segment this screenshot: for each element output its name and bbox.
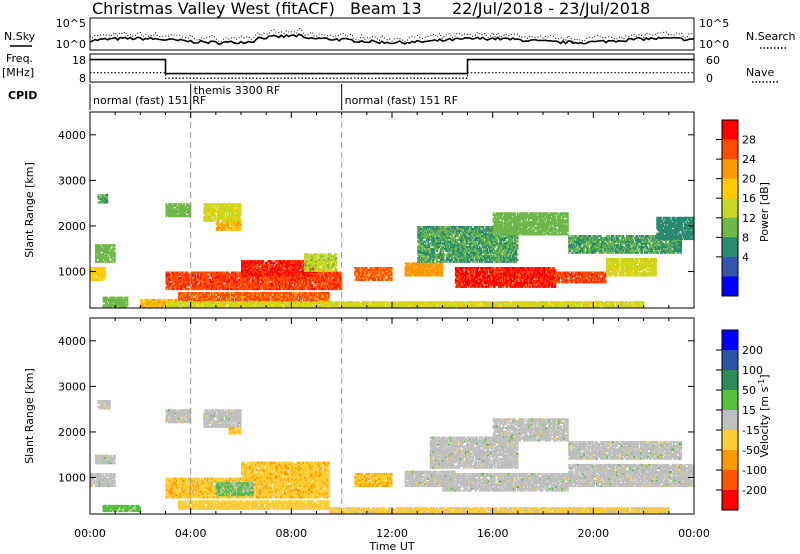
freq-right-tick-high: 60 <box>706 54 720 67</box>
data-cell <box>212 220 214 222</box>
data-cell <box>223 272 225 274</box>
nsky-label: N.Sky <box>4 30 36 43</box>
freq-left-tick-low: 8 <box>79 72 86 85</box>
data-cell <box>183 203 185 205</box>
cpid-mode-label: normal (fast) 151 RF <box>345 94 458 107</box>
data-cell <box>194 273 196 275</box>
data-cell <box>176 203 178 205</box>
data-cell <box>335 257 337 259</box>
data-cell <box>106 196 108 198</box>
data-cell <box>236 272 238 274</box>
data-cell <box>630 301 632 303</box>
data-cell <box>240 211 242 213</box>
data-cell <box>262 260 264 262</box>
nsearch-label: N.Search <box>746 30 796 43</box>
data-cell <box>240 227 242 229</box>
data-cell <box>210 279 212 281</box>
data-cell <box>642 301 644 303</box>
freq-series <box>90 60 694 74</box>
cpid-label: CPID <box>8 89 37 102</box>
data-cell <box>227 272 229 274</box>
data-cell <box>187 272 189 274</box>
data-cell <box>162 304 164 306</box>
noise-left-tick-high: 10^5 <box>56 17 86 30</box>
data-cell <box>177 272 179 274</box>
data-cell <box>172 281 174 283</box>
data-cell <box>335 268 337 270</box>
data-cell <box>114 252 116 254</box>
data-cell <box>197 273 199 275</box>
noise-left-tick-low: 10^0 <box>56 38 86 51</box>
data-cell <box>142 299 144 301</box>
noise-right-tick-low: 10^0 <box>699 38 729 51</box>
data-cell <box>299 292 301 294</box>
data-cell <box>240 203 242 205</box>
data-cell <box>335 259 337 261</box>
data-cell <box>182 272 184 274</box>
data-cell <box>215 214 217 216</box>
date-range: 22/Jul/2018 - 23/Jul/2018 <box>452 0 650 18</box>
data-cell <box>168 272 170 274</box>
data-cell <box>335 253 337 255</box>
data-cell <box>240 218 242 220</box>
data-cell <box>310 266 312 268</box>
data-cell <box>114 248 116 250</box>
data-cell <box>328 292 330 294</box>
data-cell <box>339 272 341 274</box>
data-cell <box>98 194 100 196</box>
freq-panel-frame <box>90 54 694 82</box>
data-cell <box>127 297 129 299</box>
data-cell <box>225 227 227 229</box>
data-cell <box>310 281 312 283</box>
nsky-series <box>90 34 694 44</box>
data-cell <box>114 244 116 246</box>
radar-title: Christmas Valley West (fitACF) <box>92 0 335 18</box>
data-cell <box>280 301 282 303</box>
data-cell <box>104 267 106 269</box>
freq-label-1: Freq. <box>6 52 33 65</box>
data-cell <box>228 292 230 294</box>
data-cell <box>265 281 267 283</box>
data-cell <box>312 284 314 286</box>
nave-label: Nave <box>746 66 774 79</box>
freq-left-tick-high: 18 <box>72 54 86 67</box>
data-cell <box>197 281 199 283</box>
freq-right-tick-low: 0 <box>706 72 713 85</box>
data-cell <box>169 273 171 275</box>
freq-label-2: [MHz] <box>2 66 34 79</box>
data-cell <box>257 281 259 283</box>
data-cell <box>114 259 116 261</box>
noise-panel-frame <box>90 18 694 50</box>
data-cell <box>240 221 242 223</box>
beam-label: Beam 13 <box>350 0 422 18</box>
noise-right-tick-high: 10^5 <box>699 17 729 30</box>
data-cell <box>103 194 105 196</box>
data-cell <box>106 194 108 196</box>
cpid-mode-label: themis 3300 RF <box>194 84 281 97</box>
data-cell <box>304 259 306 261</box>
data-cell <box>188 288 190 290</box>
cpid-mode-label: normal (fast) 151 RF <box>93 94 206 107</box>
